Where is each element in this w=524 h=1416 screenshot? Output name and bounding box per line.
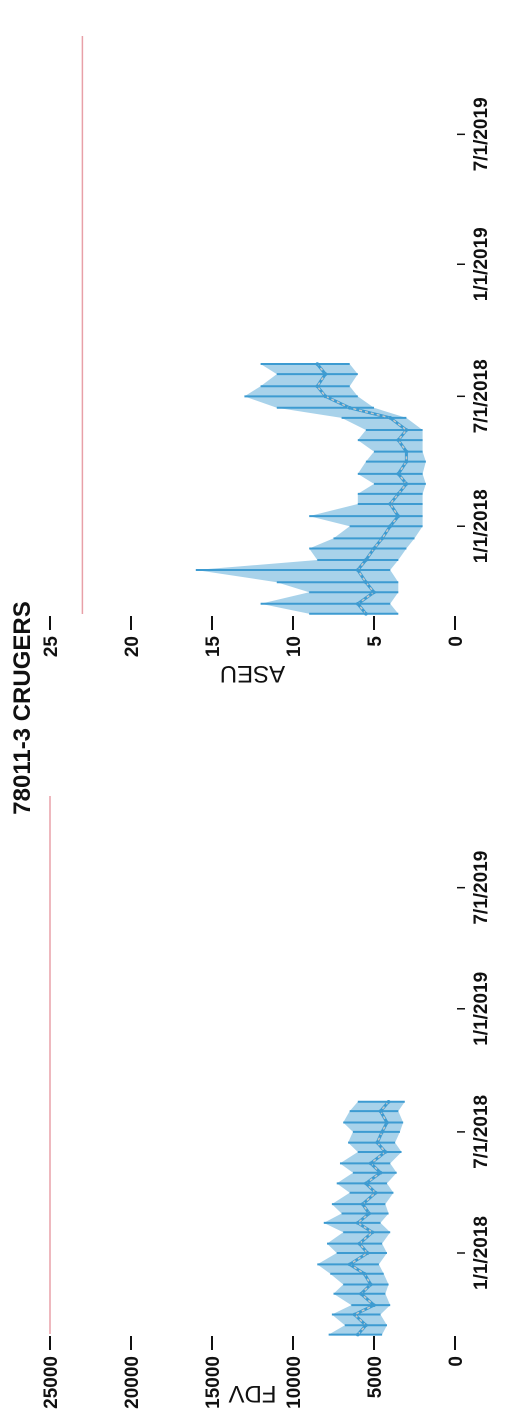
data-point: [323, 372, 328, 376]
data-point: [365, 1251, 370, 1255]
data-point: [386, 1099, 391, 1104]
data-point: [385, 1120, 389, 1125]
data-point: [356, 1332, 360, 1337]
y-tick-label: 25000: [41, 1356, 62, 1409]
data-point: [373, 1190, 378, 1195]
data-point: [388, 524, 393, 529]
data-point: [380, 1130, 384, 1134]
data-point: [404, 459, 409, 464]
data-point: [404, 449, 409, 454]
y-axis-title: FDV: [229, 1380, 277, 1407]
data-point: [396, 438, 401, 442]
data-point: [388, 416, 393, 420]
x-tick-label: 7/1/2019: [471, 97, 492, 171]
y-tick-label: 5000: [365, 1356, 386, 1398]
y-tick-label: 15000: [203, 1356, 224, 1409]
data-point: [356, 1221, 360, 1225]
x-tick-label: 7/1/2018: [471, 359, 492, 433]
data-point: [362, 1271, 367, 1276]
y-tick-label: 10: [284, 636, 305, 657]
x-tick-label: 7/1/2019: [471, 851, 492, 925]
data-point: [364, 558, 368, 562]
data-point: [396, 514, 401, 518]
y-tick-label: 5: [365, 636, 386, 647]
data-point: [364, 611, 368, 616]
series-range-band: [317, 1101, 405, 1335]
data-point: [404, 482, 409, 486]
data-point: [368, 1161, 373, 1166]
x-tick-label: 1/1/2019: [471, 972, 492, 1046]
data-point: [368, 1282, 373, 1287]
y-tick-label: 10000: [284, 1356, 305, 1409]
data-point: [364, 580, 368, 585]
data-point: [388, 502, 393, 506]
series-line: [315, 363, 409, 615]
data-point: [372, 590, 376, 595]
aseu-chart: 0 5 10 15 20 25 ASEU 1/1/2018 7/1/2018 1/1/2019 7/…: [41, 36, 492, 687]
data-point: [359, 1292, 363, 1296]
data-point: [347, 406, 352, 410]
x-tick-label: 7/1/2018: [471, 1095, 492, 1169]
data-point: [380, 536, 384, 541]
data-point: [315, 384, 320, 389]
data-point: [378, 1109, 383, 1113]
data-point: [356, 601, 360, 606]
data-point: [347, 1262, 352, 1267]
data-point: [396, 492, 401, 496]
page-title: 78011-3 CRUGERS: [9, 601, 36, 814]
data-point: [352, 1312, 357, 1317]
x-tick-label: 1/1/2018: [471, 489, 492, 563]
y-tick-label: 15: [203, 636, 224, 658]
data-point: [367, 1211, 371, 1216]
data-point: [356, 568, 360, 572]
fdv-chart: 0 5000 10000 15000 20000 25000 FDV 1/1/2018 7/1/…: [41, 796, 492, 1409]
data-point: [404, 428, 409, 432]
series-line: [346, 1100, 390, 1336]
data-point: [372, 1303, 376, 1307]
data-point: [315, 362, 320, 366]
y-tick-label: 20: [122, 636, 143, 657]
data-point: [357, 1241, 362, 1246]
data-point: [396, 472, 401, 476]
series-range-band: [195, 364, 426, 614]
data-point: [323, 394, 328, 399]
y-tick-label: 25: [41, 636, 62, 658]
data-point: [370, 1230, 375, 1235]
data-point: [383, 1150, 388, 1154]
data-point: [372, 546, 376, 551]
data-point: [375, 1140, 380, 1145]
x-tick-label: 1/1/2019: [471, 227, 492, 301]
x-tick-label: 1/1/2018: [471, 1216, 492, 1290]
data-point: [364, 1323, 368, 1328]
y-tick-label: 0: [446, 636, 467, 647]
data-point: [364, 1181, 368, 1186]
y-tick-label: 20000: [122, 1356, 143, 1409]
y-tick-label: 0: [446, 1356, 467, 1367]
y-axis-title: ASEU: [220, 660, 285, 687]
data-point: [360, 1202, 365, 1206]
data-point: [378, 1170, 383, 1175]
